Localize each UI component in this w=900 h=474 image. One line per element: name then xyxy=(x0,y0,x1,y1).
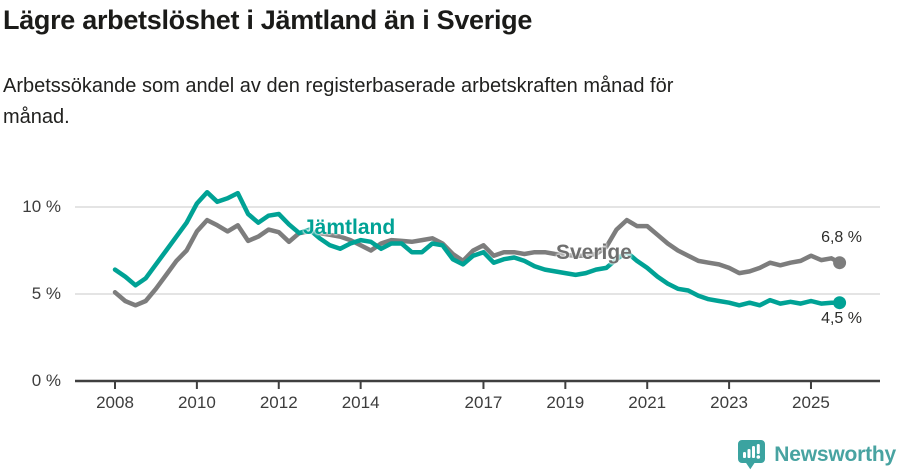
newsworthy-barchart-pin-icon xyxy=(738,440,766,470)
series-label-jamtland: Jämtland xyxy=(303,216,396,239)
series-line-jamtland xyxy=(112,189,842,308)
newsworthy-logo: Newsworthy xyxy=(737,439,896,471)
series-label-sverige: Sverige xyxy=(556,241,632,264)
series-line-sverige xyxy=(112,217,842,308)
series-end-dot-sverige xyxy=(833,256,847,270)
chart-subtitle-line2: månad. xyxy=(3,106,70,128)
series-end-dot-jamtland xyxy=(833,296,847,310)
end-value-label-sverige: 6,8 % xyxy=(821,229,862,246)
chart-subtitle: Arbetssökande som andel av den registerb… xyxy=(3,71,673,133)
end-value-label-jamtland: 4,5 % xyxy=(821,310,862,327)
chart-subtitle-line1: Arbetssökande som andel av den registerb… xyxy=(3,75,674,97)
chart-title: Lägre arbetslöshet i Jämtland än i Sveri… xyxy=(3,5,533,35)
newsworthy-brand-text: Newsworthy xyxy=(774,443,896,466)
